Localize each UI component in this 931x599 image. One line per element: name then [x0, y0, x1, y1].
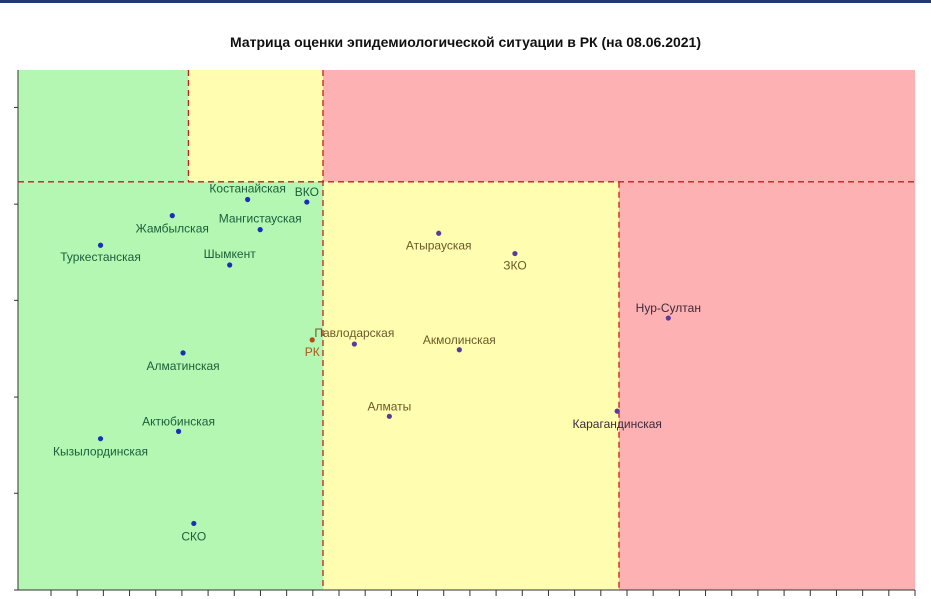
zone-1 [188, 70, 323, 182]
point-label-12: Атырауская [406, 238, 472, 252]
top-border [0, 0, 931, 3]
data-point-8 [97, 436, 104, 442]
point-label-11: Павлодарская [314, 326, 394, 340]
zone-3 [18, 181, 323, 591]
data-point-13 [512, 250, 518, 257]
data-point-2 [257, 227, 263, 233]
data-point-12 [436, 230, 442, 236]
zone-0 [18, 70, 189, 182]
data-point-6 [180, 350, 186, 356]
point-label-13: ЗКО [503, 259, 526, 273]
point-label-8: Кызылординская [53, 445, 148, 459]
data-point-16 [665, 315, 671, 321]
point-label-4: Туркестанская [60, 250, 141, 264]
point-label-3: Жамбылская [136, 222, 209, 236]
point-label-9: СКО [181, 529, 206, 543]
data-point-10 [309, 337, 315, 343]
point-label-10: РК [305, 345, 320, 359]
data-point-3 [169, 213, 175, 219]
chart-title: Матрица оценки эпидемиологической ситуац… [229, 34, 701, 50]
data-point-14 [456, 347, 462, 353]
point-label-0: Костанайская [209, 181, 285, 195]
point-label-1: ВКО [295, 185, 319, 199]
point-label-14: Акмолинская [423, 333, 496, 347]
point-label-5: Шымкент [204, 247, 257, 261]
data-point-11 [351, 341, 357, 347]
data-point-0 [245, 196, 251, 203]
data-point-1 [304, 199, 310, 205]
point-label-2: Мангистауская [219, 212, 302, 226]
zone-5 [618, 181, 915, 591]
point-label-16: Нур-Султан [636, 301, 701, 315]
point-label-6: Алматинская [146, 359, 219, 373]
point-label-7: Актюбинская [142, 414, 215, 428]
point-label-15: Алматы [367, 399, 411, 413]
data-point-4 [97, 242, 104, 248]
data-point-17 [614, 408, 620, 414]
data-point-9 [191, 520, 197, 527]
zone-2 [322, 70, 916, 182]
zone-4 [322, 181, 619, 591]
data-point-15 [386, 413, 392, 419]
data-point-5 [227, 262, 233, 268]
point-label-17: Карагандинская [572, 417, 661, 431]
data-point-7 [175, 428, 182, 434]
